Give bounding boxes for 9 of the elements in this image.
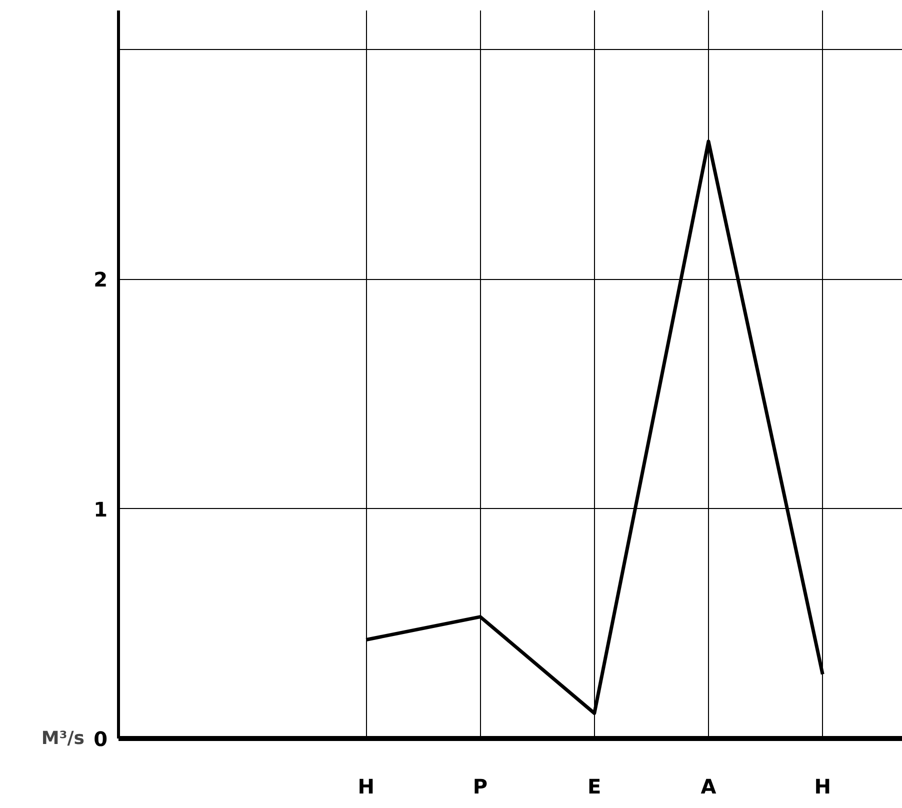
x-tick-label: P xyxy=(472,774,488,798)
y-axis-title: M³/s xyxy=(41,728,85,749)
x-tick-label: E xyxy=(588,774,602,798)
x-tick-label: H xyxy=(358,774,375,798)
x-tick-label: A xyxy=(700,774,717,798)
y-tick-label: 1 xyxy=(94,497,108,522)
y-tick-label: 2 xyxy=(94,268,108,292)
y-tick-label: 0 xyxy=(94,727,108,751)
x-tick-label: H xyxy=(814,774,831,798)
